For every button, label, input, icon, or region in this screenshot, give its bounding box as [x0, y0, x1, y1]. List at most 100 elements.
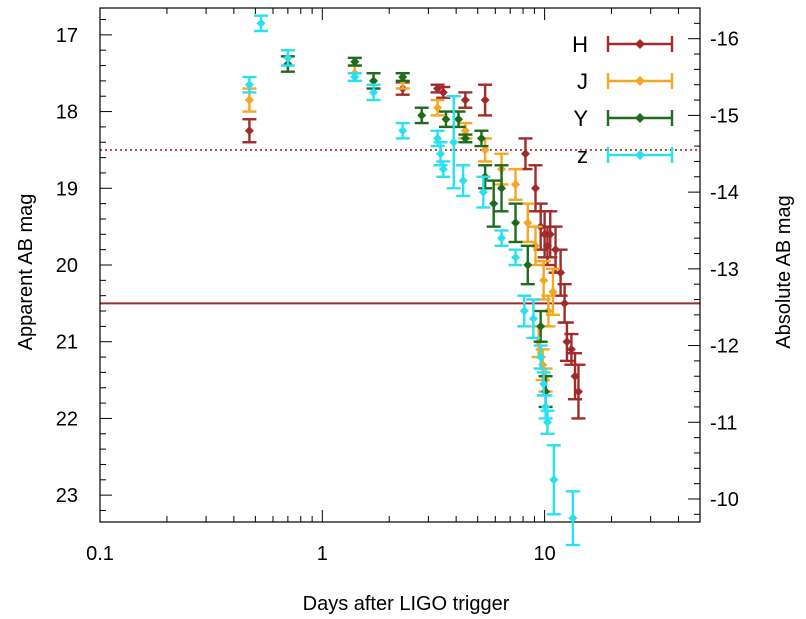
marker [560, 298, 570, 308]
data-point [436, 160, 451, 178]
y-tick-label: 17 [56, 25, 78, 47]
data-point [517, 294, 532, 328]
y-tick-label: 18 [56, 102, 78, 124]
marker [511, 179, 521, 189]
marker [478, 187, 488, 197]
marker [519, 306, 529, 316]
data-point [347, 72, 362, 83]
data-point [347, 56, 362, 67]
marker [476, 133, 486, 143]
marker [433, 103, 443, 113]
data-point [458, 91, 473, 109]
series-z [242, 14, 580, 547]
y-axis-apparent-mag: 17 18 19 20 21 22 23 [56, 19, 112, 511]
data-point [436, 85, 451, 99]
marker [520, 149, 530, 159]
y2-axis-title: Absolute AB mag [773, 195, 795, 348]
data-point [456, 164, 471, 198]
legend-label-H: H [572, 32, 588, 57]
marker [398, 72, 408, 82]
data-point [546, 444, 561, 516]
data-point [533, 344, 548, 370]
marker [460, 133, 470, 143]
data-point [520, 202, 535, 244]
series-J [242, 64, 560, 393]
marker [531, 241, 541, 251]
y-tick-label: 22 [56, 408, 78, 430]
data-point [568, 352, 583, 401]
data-point [476, 175, 491, 209]
legend-marker-Y [635, 113, 645, 123]
y-axis-absolute-mag: -16 -15 -14 -13 -12 -11 -10 [688, 7, 739, 515]
data-point [395, 121, 410, 140]
marker [244, 80, 254, 90]
data-point [474, 129, 489, 148]
marker [244, 95, 254, 105]
x-axis: 0.1 1 10 [86, 8, 701, 565]
marker [350, 57, 360, 67]
plot-frame [99, 7, 701, 523]
data-point [494, 229, 509, 248]
marker [460, 95, 470, 105]
marker [256, 18, 266, 28]
marker [511, 252, 521, 262]
marker [536, 352, 546, 362]
data-point [520, 244, 535, 286]
y2-tick-label: -16 [710, 29, 739, 51]
data-point [571, 363, 586, 420]
marker [435, 149, 445, 159]
marker [460, 126, 470, 136]
marker [244, 126, 254, 136]
data-point [528, 225, 543, 267]
data-point [438, 110, 453, 129]
data-point [526, 298, 541, 340]
legend-label-J: J [577, 69, 588, 94]
y2-tick-label: -15 [710, 105, 739, 127]
marker [542, 417, 552, 427]
x-tick-label: 1 [317, 543, 328, 565]
marker [523, 260, 533, 270]
marker [369, 76, 379, 86]
marker [541, 402, 551, 412]
marker [497, 183, 507, 193]
marker [523, 218, 533, 228]
legend-label-z: z [577, 143, 588, 168]
data-point [508, 248, 523, 267]
x-axis-title: Days after LIGO trigger [303, 593, 510, 615]
data-point [540, 409, 555, 435]
data-point [430, 129, 445, 148]
y2-tick-label: -13 [710, 259, 739, 281]
legend-marker-H [635, 39, 645, 49]
series-Y [280, 55, 553, 409]
marker [568, 513, 578, 523]
data-point [280, 48, 295, 67]
y-tick-label: 21 [56, 332, 78, 354]
marker [438, 87, 448, 97]
y-tick-label: 20 [56, 255, 78, 277]
legend-marker-J [635, 76, 645, 86]
y2-tick-label: -14 [710, 182, 739, 204]
y-axis-title: Apparent AB mag [15, 194, 37, 351]
marker [528, 314, 538, 324]
data-point [564, 332, 579, 366]
marker [543, 306, 553, 316]
marker [536, 321, 546, 331]
data-point [242, 118, 257, 144]
data-point [533, 309, 548, 343]
y2-tick-label: -12 [710, 336, 739, 358]
y-tick-label: 19 [56, 178, 78, 200]
marker [480, 145, 490, 155]
data-series [242, 14, 586, 547]
data-point [538, 394, 553, 420]
marker [283, 53, 293, 63]
x-tick-label: 10 [533, 543, 555, 565]
marker [511, 218, 521, 228]
data-point [545, 267, 560, 317]
y2-tick-label: -11 [710, 412, 737, 434]
marker [562, 337, 572, 347]
data-point [486, 179, 501, 228]
data-point [536, 259, 551, 301]
data-point [478, 83, 493, 117]
marker [539, 275, 549, 285]
